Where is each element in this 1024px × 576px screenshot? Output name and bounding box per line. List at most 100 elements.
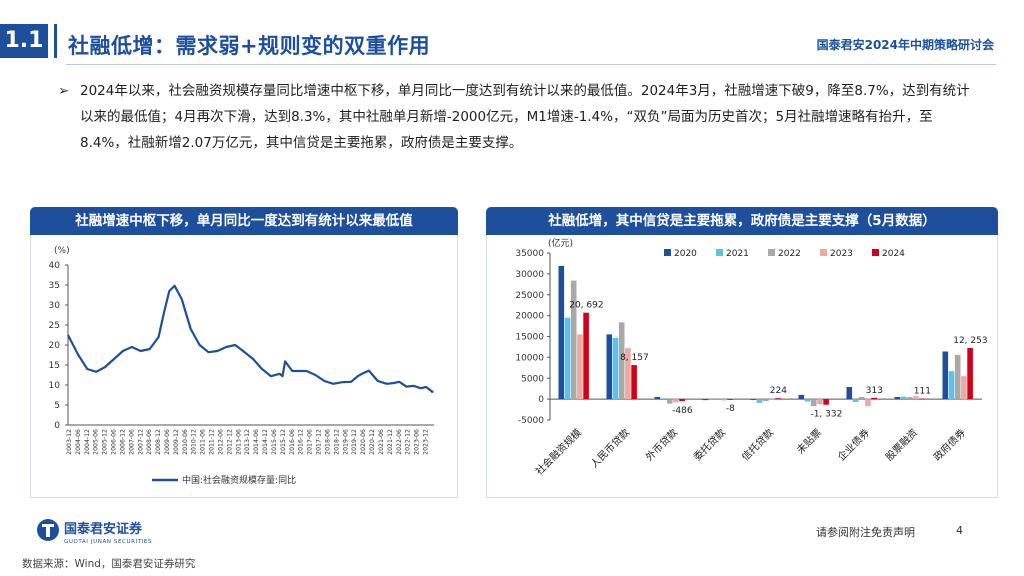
- category-label: 社会融资规模: [533, 426, 585, 478]
- x-tick-label: 2013-12: [244, 429, 251, 455]
- x-tick-label: 2016-06: [289, 429, 296, 455]
- x-tick-label: 2008-06: [146, 429, 153, 455]
- svg-text:GUOTAI JUNAN SECURITIES: GUOTAI JUNAN SECURITIES: [64, 539, 152, 545]
- category-label: 人民币贷款: [588, 426, 633, 471]
- bar-2020: [798, 394, 805, 400]
- summary-bullet: ➢ 2024年以来，社会融资规模存量同比增速中枢下移，单月同比一度达到有统计以来…: [58, 78, 978, 156]
- bar-2020: [606, 334, 613, 400]
- x-tick-label: 2009-12: [173, 429, 180, 455]
- section-divider: [54, 24, 57, 58]
- bar-2022: [666, 399, 673, 404]
- x-tick-label: 2007-06: [128, 429, 135, 455]
- bar-2024: [823, 399, 829, 405]
- x-tick-label: 2006-06: [111, 429, 118, 455]
- category-label: 未贴票: [794, 426, 824, 456]
- x-tick-label: 2021-12: [387, 429, 394, 455]
- legend-swatch-2020: [664, 249, 671, 256]
- x-tick-label: 2020-12: [369, 429, 376, 455]
- bar-2021: [804, 399, 811, 402]
- y-tick-label: 10: [49, 381, 61, 391]
- category-label: 信托贷款: [739, 426, 776, 463]
- x-tick-label: 2006-12: [119, 429, 126, 455]
- x-tick-label: 2005-06: [93, 429, 100, 455]
- x-tick-label: 2022-12: [405, 429, 412, 455]
- y-tick-label: 20: [49, 341, 61, 351]
- category-label: 外币贷款: [643, 426, 680, 463]
- legend-swatch-2024: [872, 249, 879, 256]
- slide-header: 1.1 社融低增：需求弱+规则变的双重作用 国泰君安2024年中期策略研讨会: [0, 0, 1024, 66]
- disclaimer-link[interactable]: 请参阅附注免责声明: [816, 526, 915, 539]
- bar-2021: [756, 399, 763, 403]
- bar-2024: [967, 348, 973, 400]
- x-tick-label: 2005-12: [102, 429, 109, 455]
- x-tick-label: 2004-12: [84, 429, 91, 455]
- section-number-badge: 1.1: [0, 24, 48, 58]
- header-rule: [66, 64, 996, 65]
- x-tick-label: 2013-06: [235, 429, 242, 455]
- x-tick-label: 2007-12: [137, 429, 144, 455]
- bar-2024: [679, 399, 685, 402]
- x-tick-label: 2011-12: [209, 429, 216, 455]
- legend-label-2023: 2023: [830, 249, 853, 259]
- x-tick-label: 2017-12: [316, 429, 323, 455]
- x-tick-label: 2010-06: [182, 429, 189, 455]
- x-tick-label: 2003-12: [66, 429, 73, 455]
- event-title: 国泰君安2024年中期策略研讨会: [816, 38, 994, 52]
- bar-2021: [852, 399, 859, 402]
- x-tick-label: 2021-06: [378, 429, 385, 455]
- y-tick-label: 0: [54, 421, 60, 431]
- bar-2022: [858, 397, 865, 400]
- data-label: -8: [726, 404, 735, 414]
- page-title: 社融低增：需求弱+规则变的双重作用: [68, 34, 431, 58]
- bar-2022: [762, 399, 769, 402]
- category-label: 政府债券: [931, 426, 968, 463]
- legend-swatch-2023: [820, 249, 827, 256]
- data-label: -1, 332: [810, 410, 842, 420]
- bar-2021: [660, 398, 667, 400]
- data-label: 12, 253: [953, 336, 987, 346]
- legend-swatch-2022: [768, 249, 775, 256]
- category-label: 企业债券: [835, 426, 872, 463]
- bar-2020: [846, 387, 853, 400]
- bar-2021: [564, 317, 571, 400]
- x-tick-label: 2014-12: [262, 429, 269, 455]
- category-label: 委托贷款: [691, 426, 728, 463]
- x-tick-label: 2019-12: [351, 429, 358, 455]
- bar-2022: [954, 354, 961, 400]
- logo-mark-icon: 国泰君安证券 GUOTAI JUNAN SECURITIES: [37, 519, 152, 545]
- y-tick-label: 5000: [521, 374, 544, 384]
- bar-2023: [721, 399, 727, 401]
- bar-2022: [714, 399, 721, 400]
- y-tick-label: 20000: [515, 312, 544, 322]
- x-tick-label: 2008-12: [155, 429, 162, 455]
- y-tick-label: 15000: [515, 333, 544, 343]
- x-tick-label: 2023-06: [414, 429, 421, 455]
- x-tick-label: 2020-06: [360, 429, 367, 455]
- bar-2021: [900, 396, 907, 400]
- company-logo: 国泰君安证券 GUOTAI JUNAN SECURITIES: [34, 516, 164, 546]
- y-tick-label: 25000: [515, 291, 544, 301]
- left-chart-title: 社融增速中枢下移，单月同比一度达到有统计以来最低值: [30, 207, 458, 235]
- page-number: 4: [956, 524, 963, 537]
- bar-2022: [906, 397, 913, 400]
- x-tick-label: 2010-12: [191, 429, 198, 455]
- x-tick-label: 2012-06: [217, 429, 224, 455]
- bar-2024: [871, 397, 877, 400]
- bar-2024: [727, 399, 733, 400]
- bar-2022: [810, 399, 817, 407]
- x-tick-label: 2009-06: [164, 429, 171, 455]
- data-label: -486: [672, 406, 693, 416]
- bar-2021: [612, 337, 619, 400]
- x-tick-label: 2012-12: [226, 429, 233, 455]
- bar-2024: [775, 398, 781, 400]
- x-tick-label: 2011-06: [200, 429, 207, 455]
- series-line-tsf-yoy: [67, 284, 434, 393]
- bar-2020: [750, 399, 757, 400]
- data-label: 313: [866, 386, 883, 396]
- bar-2020: [942, 351, 949, 400]
- bar-2020: [654, 397, 661, 400]
- x-tick-label: 2016-12: [298, 429, 305, 455]
- bar-2023: [913, 396, 919, 400]
- legend-label-2020: 2020: [674, 249, 697, 259]
- svg-text:国泰君安证券: 国泰君安证券: [64, 521, 143, 537]
